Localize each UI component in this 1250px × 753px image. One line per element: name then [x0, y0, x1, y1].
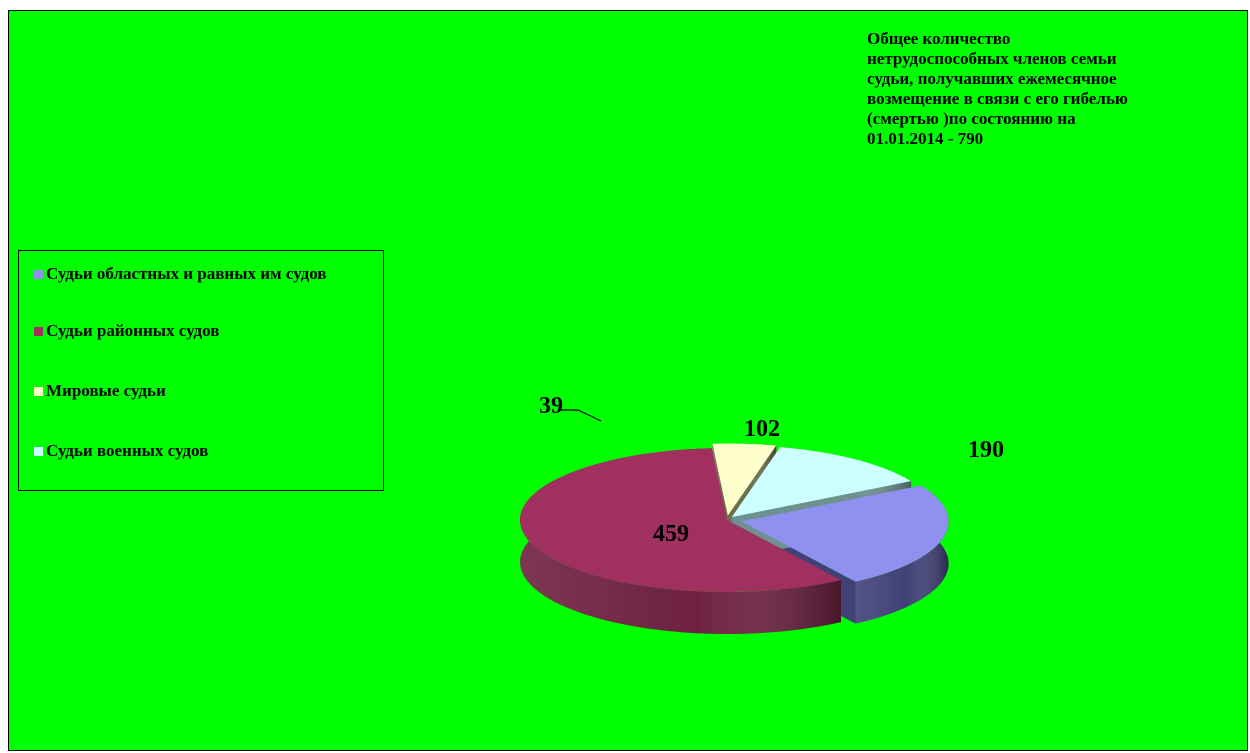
data-label: 102: [744, 416, 780, 442]
legend-label: Судьи военных судов: [46, 441, 209, 460]
legend-item-regional-courts: Судьи областных и равных им судов: [34, 263, 376, 285]
legend-label: Судьи районных судов: [46, 321, 220, 340]
legend: Судьи областных и равных им судов Судьи …: [18, 250, 384, 491]
legend-swatch: [34, 387, 43, 396]
legend-label: Мировые судьи: [46, 381, 166, 400]
leader-line: [561, 409, 602, 422]
legend-swatch: [34, 447, 43, 456]
data-label: 190: [968, 437, 1004, 463]
legend-label: Судьи областных и равных им судов: [46, 264, 327, 283]
legend-item-magistrates: Мировые судьи: [34, 380, 376, 402]
chart-area: 190 459 39 102 Общее количество нетрудоспос…: [8, 10, 1248, 751]
pie-slice: [741, 485, 949, 582]
data-label: 39: [539, 393, 563, 419]
pie-slice: [731, 447, 912, 518]
legend-swatch: [34, 327, 43, 336]
pie-chart: 190 459 39 102: [520, 393, 1004, 634]
data-label: 459: [653, 521, 689, 547]
legend-swatch: [34, 270, 43, 279]
chart-title: Общее количество нетрудоспособных членов…: [867, 29, 1128, 148]
pie-slice: [520, 448, 842, 592]
pie-slice: [712, 443, 777, 516]
legend-item-military-courts: Судьи военных судов: [34, 440, 376, 462]
legend-item-district-courts: Судьи районных судов: [34, 320, 376, 342]
